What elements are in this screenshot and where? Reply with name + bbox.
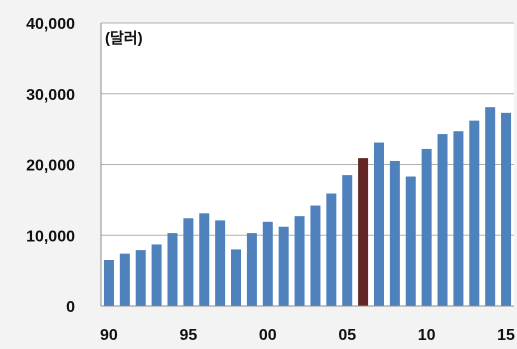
y-tick-label: 10,000 [26,228,75,245]
bar [199,213,210,306]
bar [119,253,130,306]
bar [437,134,448,306]
bar [215,220,226,306]
bar [294,216,305,306]
bar [373,142,384,306]
bar [389,160,400,306]
bars [103,107,512,306]
bar [501,112,512,306]
bar [151,244,162,306]
bar [485,107,496,306]
x-tick-label: 95 [179,327,197,344]
bar [246,233,257,306]
bar [453,131,464,306]
y-tick-label: 30,000 [26,87,75,104]
bar [135,250,146,306]
x-tick-label: 05 [338,327,356,344]
bar [342,175,353,306]
y-tick-label: 0 [66,299,75,316]
bar [326,193,337,306]
x-tick-label: 90 [100,327,118,344]
bar [167,233,178,306]
bar [231,249,242,306]
bar [469,120,480,306]
bar [103,260,114,306]
x-tick-label: 10 [418,327,436,344]
y-tick-label: 40,000 [26,16,75,33]
x-tick-label: 00 [259,327,277,344]
bar-highlight [358,158,369,306]
x-tick-label: 15 [497,327,515,344]
bar [421,148,432,306]
y-tick-label: 20,000 [26,158,75,175]
bar [183,218,194,306]
y-axis-unit-label: (달러) [105,29,143,47]
bar [310,205,321,306]
axes: 0 10,000 20,000 30,000 40,000 90 95 00 05 10 15 [26,16,515,344]
bar [262,221,273,306]
bar [278,226,289,306]
bar [405,176,416,306]
